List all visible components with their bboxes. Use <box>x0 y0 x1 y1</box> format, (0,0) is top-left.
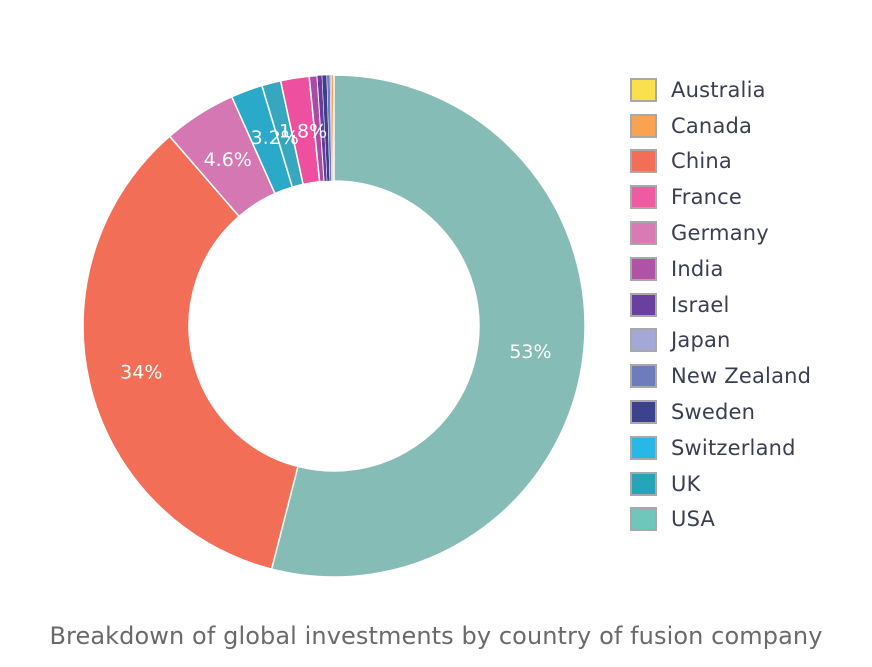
legend-swatch <box>630 507 657 532</box>
legend-label: India <box>671 256 724 281</box>
legend-label: USA <box>671 507 716 532</box>
legend-item-germany: Germany <box>630 215 811 251</box>
legend-swatch <box>630 113 657 138</box>
legend-label: Canada <box>671 113 753 138</box>
legend-label: UK <box>671 471 701 496</box>
legend-item-uk: UK <box>630 466 811 502</box>
slice-label-usa: 53% <box>509 341 551 363</box>
chart-caption: Breakdown of global investments by count… <box>49 622 823 650</box>
slice-label-uk: 3.2% <box>251 127 299 149</box>
legend-swatch <box>630 256 657 281</box>
legend-swatch <box>630 328 657 353</box>
legend-item-new-zealand: New Zealand <box>630 358 811 394</box>
slice-china <box>82 135 299 571</box>
chart-legend: Australia Canada China France Germany India Is… <box>630 72 811 537</box>
legend-label: Japan <box>671 328 731 353</box>
legend-swatch <box>630 221 657 246</box>
legend-item-france: France <box>630 179 811 215</box>
slice-australia <box>332 74 335 182</box>
legend-item-japan: Japan <box>630 323 811 359</box>
legend-swatch <box>630 149 657 174</box>
legend-item-israel: Israel <box>630 287 811 323</box>
legend-item-australia: Australia <box>630 72 811 108</box>
slice-usa <box>270 74 586 578</box>
legend-label: France <box>671 185 743 210</box>
legend-swatch <box>630 471 657 496</box>
legend-item-canada: Canada <box>630 108 811 144</box>
legend-swatch <box>630 292 657 317</box>
slice-label-germany: 4.6% <box>204 149 252 171</box>
legend-item-china: China <box>630 144 811 180</box>
legend-label: Switzerland <box>671 435 796 460</box>
legend-item-usa: USA <box>630 502 811 538</box>
legend-label: New Zealand <box>671 364 812 389</box>
legend-item-india: India <box>630 251 811 287</box>
legend-swatch <box>630 364 657 389</box>
slice-label-china: 34% <box>120 361 162 383</box>
legend-swatch <box>630 435 657 460</box>
legend-swatch <box>630 185 657 210</box>
legend-label: Germany <box>671 221 769 246</box>
legend-label: Sweden <box>671 400 756 425</box>
legend-swatch <box>630 400 657 425</box>
legend-label: China <box>671 149 732 174</box>
legend-swatch <box>630 77 657 102</box>
legend-item-sweden: Sweden <box>630 394 811 430</box>
legend-label: Israel <box>671 292 730 317</box>
slice-label-france: 1.8% <box>279 120 327 142</box>
legend-item-switzerland: Switzerland <box>630 430 811 466</box>
legend-label: Australia <box>671 77 766 102</box>
